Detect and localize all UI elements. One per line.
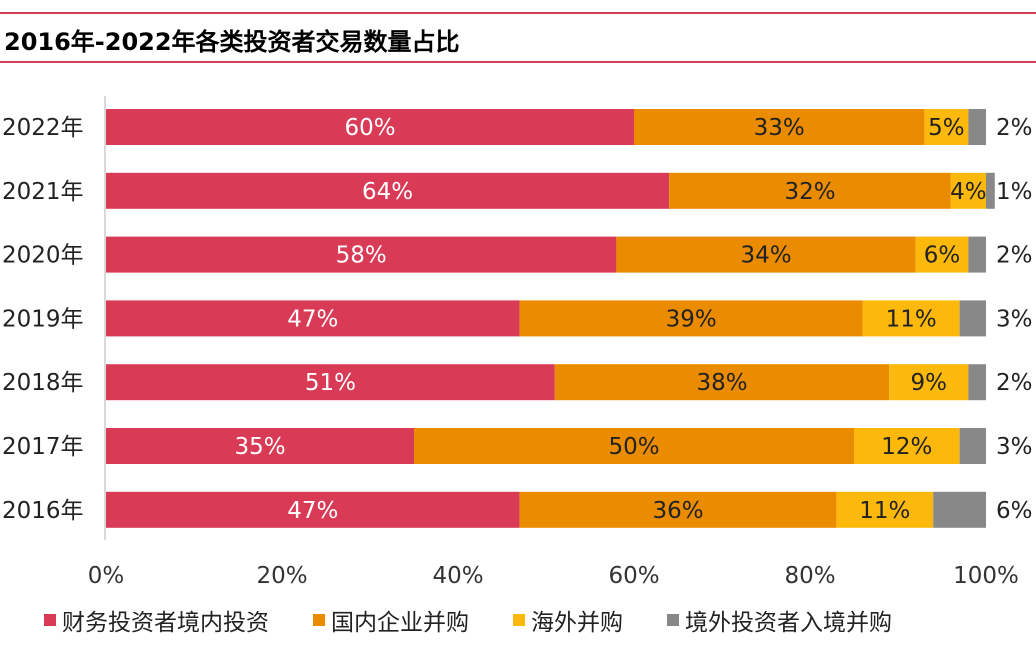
data-label: 36% — [652, 498, 703, 524]
data-label: 47% — [287, 498, 338, 524]
data-label: 51% — [305, 370, 356, 396]
category-label: 2017年 — [2, 434, 84, 460]
chart-title: 2016年-2022年各类投资者交易数量占比 — [4, 28, 460, 56]
category-label: 2018年 — [2, 370, 84, 396]
bar-segment — [968, 364, 986, 401]
data-label: 1% — [996, 179, 1033, 205]
data-label: 11% — [886, 306, 937, 332]
legend-swatch — [513, 614, 525, 626]
category-label: 2016年 — [2, 498, 84, 524]
data-label: 32% — [784, 179, 835, 205]
x-tick-label: 40% — [432, 563, 483, 589]
bar-segment — [669, 172, 951, 209]
x-tick-label: 100% — [953, 563, 1019, 589]
data-label: 35% — [234, 434, 285, 460]
bar-segment — [519, 491, 837, 528]
bar-segment — [106, 364, 555, 401]
data-label: 9% — [911, 370, 948, 396]
data-label: 58% — [336, 243, 387, 269]
bar-segment — [924, 109, 969, 145]
legend-label: 财务投资者境内投资 — [62, 610, 269, 636]
legend-swatch — [44, 614, 56, 626]
title-top-rule — [0, 12, 1036, 14]
data-label: 12% — [881, 434, 932, 460]
bar-segment — [106, 172, 670, 209]
legend-label: 国内企业并购 — [331, 610, 469, 636]
bar-segment — [862, 300, 960, 337]
stacked-bar-chart: 2022年 60% 33% 5% 2% 2021年 64% 32% 4% 1% 2020年 58% 34… — [2, 96, 1033, 589]
bar-segment — [106, 236, 617, 273]
x-tick-label: 0% — [88, 563, 125, 589]
x-tick-label: 80% — [784, 563, 835, 589]
bar-segment — [986, 172, 995, 209]
bar-segment — [106, 109, 634, 145]
legend-swatch — [313, 614, 325, 626]
bar-segment — [414, 428, 854, 464]
data-label: 4% — [950, 179, 987, 205]
legend-swatch — [667, 614, 679, 626]
data-label: 3% — [996, 434, 1033, 460]
category-label: 2022年 — [2, 115, 84, 141]
bar-segment — [889, 364, 969, 401]
category-label: 2020年 — [2, 243, 84, 269]
data-label: 6% — [924, 243, 961, 269]
data-label: 47% — [287, 306, 338, 332]
bar-segment — [106, 491, 520, 528]
data-label: 64% — [362, 179, 413, 205]
bar-segment — [519, 300, 863, 337]
data-label: 11% — [859, 498, 910, 524]
bar-segment — [616, 236, 916, 273]
data-label: 60% — [344, 115, 395, 141]
chart-legend: 财务投资者境内投资 国内企业并购 海外并购 境外投资者入境并购 — [44, 600, 936, 640]
data-label: 2% — [996, 115, 1033, 141]
bar-segment — [950, 172, 986, 209]
bar-segment — [968, 109, 986, 145]
bar-segment — [554, 364, 890, 401]
bar-segment — [106, 428, 414, 464]
category-label: 2021年 — [2, 179, 84, 205]
data-label: 3% — [996, 306, 1033, 332]
bar-segment — [959, 428, 986, 464]
legend-item-domestic-financial: 财务投资者境内投资 — [44, 603, 269, 637]
x-tick-label: 20% — [256, 563, 307, 589]
legend-item-inbound-ma: 境外投资者入境并购 — [667, 603, 892, 637]
legend-item-domestic-ma: 国内企业并购 — [313, 603, 469, 637]
data-label: 5% — [928, 115, 965, 141]
data-label: 2% — [996, 243, 1033, 269]
bar-segment — [854, 428, 960, 464]
data-label: 38% — [696, 370, 747, 396]
bar-segment — [106, 300, 520, 337]
title-bottom-rule — [0, 61, 1036, 63]
data-label: 33% — [754, 115, 805, 141]
legend-item-overseas-ma: 海外并购 — [513, 603, 623, 637]
bar-segment — [634, 109, 925, 145]
legend-label: 海外并购 — [531, 610, 623, 636]
category-label: 2019年 — [2, 306, 84, 332]
data-label: 34% — [740, 243, 791, 269]
data-label: 50% — [608, 434, 659, 460]
bar-segment — [933, 491, 986, 528]
data-label: 6% — [996, 498, 1033, 524]
legend-label: 境外投资者入境并购 — [685, 610, 892, 636]
bar-segment — [915, 236, 969, 273]
bar-segment — [968, 236, 986, 273]
data-label: 2% — [996, 370, 1033, 396]
bar-segment — [836, 491, 934, 528]
data-label: 39% — [666, 306, 717, 332]
x-tick-label: 60% — [608, 563, 659, 589]
bar-segment — [959, 300, 986, 337]
